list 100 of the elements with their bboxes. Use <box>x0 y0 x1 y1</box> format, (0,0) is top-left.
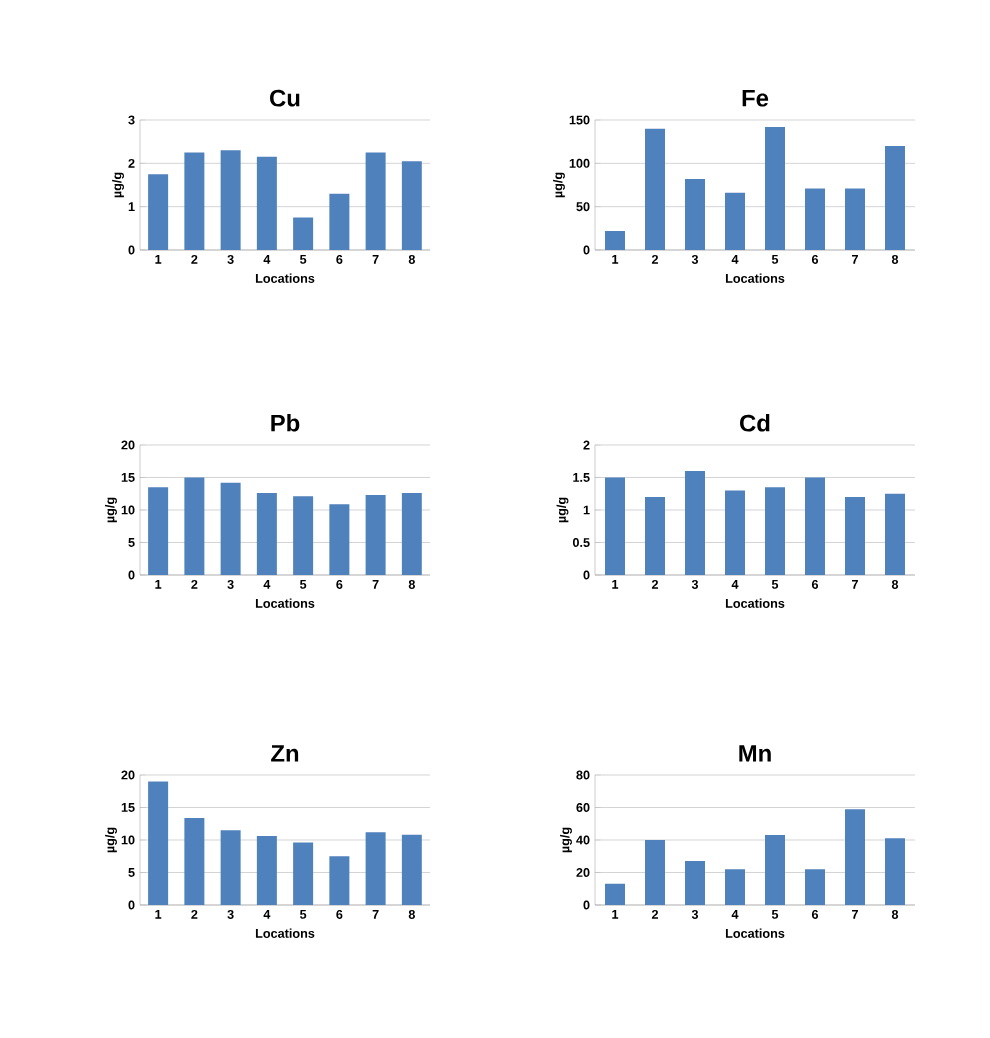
y-tick-label: 20 <box>576 868 590 877</box>
x-tick-label: 4 <box>263 579 271 589</box>
y-tick-label: 20 <box>121 770 135 780</box>
bar <box>220 482 241 575</box>
x-tick-label: 6 <box>336 254 343 264</box>
x-tick-label: 7 <box>852 579 858 589</box>
bar <box>220 150 241 250</box>
x-tick-label: 4 <box>263 254 271 264</box>
x-axis-title: Locations <box>725 928 785 938</box>
bar <box>365 152 386 250</box>
bar <box>184 477 205 575</box>
x-axis-title: Locations <box>725 598 785 608</box>
y-axis-title: µg/g <box>553 172 565 198</box>
bar <box>725 869 745 905</box>
x-axis-title: Locations <box>255 598 315 608</box>
x-tick-label: 2 <box>191 254 198 264</box>
x-tick-label: 3 <box>691 909 699 919</box>
y-tick-label: 50 <box>576 202 590 212</box>
x-tick-label: 2 <box>191 909 198 919</box>
chart-title: Fe <box>742 89 769 107</box>
x-tick-label: 5 <box>300 254 307 264</box>
x-tick-label: 3 <box>227 579 234 589</box>
x-tick-label: 5 <box>771 579 779 589</box>
bar <box>605 883 625 905</box>
y-tick-label: 40 <box>576 835 590 845</box>
bar <box>401 161 422 250</box>
y-tick-label: 5 <box>128 868 135 877</box>
bar <box>365 495 386 575</box>
chart-title: Cu <box>270 89 300 107</box>
y-tick-label: 80 <box>576 770 590 780</box>
y-tick-label: 2 <box>583 440 590 450</box>
bar <box>844 496 865 575</box>
y-tick-label: 0 <box>128 570 135 580</box>
y-tick-label: 1 <box>583 505 590 515</box>
bar <box>765 126 785 250</box>
bar <box>293 217 314 250</box>
chart-title: Zn <box>271 745 299 762</box>
x-tick-label: 7 <box>372 909 379 919</box>
bar <box>645 496 665 575</box>
bar <box>256 836 277 905</box>
bar <box>329 504 350 575</box>
bar <box>804 477 825 575</box>
x-axis-title: Locations <box>255 928 315 938</box>
x-tick-label: 1 <box>612 254 619 264</box>
y-tick-label: 0 <box>128 245 135 255</box>
x-tick-label: 1 <box>155 254 162 264</box>
bar <box>605 230 625 250</box>
bar <box>184 817 205 905</box>
chart-title: Cd <box>740 414 770 432</box>
x-tick-label: 8 <box>408 909 416 919</box>
bar <box>401 834 422 905</box>
y-tick-label: 10 <box>121 835 135 845</box>
x-tick-label: 1 <box>612 579 619 589</box>
bar <box>293 842 314 905</box>
bar <box>256 493 277 575</box>
bar <box>884 493 905 575</box>
x-tick-label: 8 <box>891 579 899 589</box>
x-tick-label: 6 <box>811 579 819 589</box>
x-tick-label: 7 <box>372 254 379 264</box>
x-tick-label: 5 <box>771 909 779 919</box>
bar <box>148 781 169 905</box>
y-tick-label: 0 <box>583 900 590 910</box>
x-tick-label: 6 <box>811 909 819 919</box>
y-axis-title: µg/g <box>560 827 572 853</box>
x-tick-label: 1 <box>612 909 619 919</box>
x-tick-label: 6 <box>336 909 343 919</box>
x-tick-label: 2 <box>651 909 659 919</box>
x-tick-label: 4 <box>731 579 739 589</box>
y-tick-label: 100 <box>569 158 590 168</box>
bar <box>645 128 665 250</box>
y-tick-label: 2 <box>128 158 135 168</box>
bar <box>184 152 205 250</box>
bar <box>293 496 314 575</box>
y-axis-title: µg/g <box>112 172 124 198</box>
y-tick-label: 10 <box>121 505 135 515</box>
bar <box>148 174 169 250</box>
y-tick-label: 1 <box>128 202 135 212</box>
x-tick-label: 1 <box>155 909 162 919</box>
y-tick-label: 0 <box>128 900 135 910</box>
bar <box>645 840 665 905</box>
bar <box>804 188 825 250</box>
x-tick-label: 5 <box>300 579 307 589</box>
x-tick-label: 8 <box>891 909 899 919</box>
y-tick-label: 3 <box>128 115 135 125</box>
bar <box>884 838 905 905</box>
x-tick-label: 3 <box>227 909 234 919</box>
x-tick-label: 8 <box>408 579 416 589</box>
chart-title: Mn <box>739 745 771 762</box>
bar <box>256 156 277 250</box>
bar <box>148 487 169 575</box>
x-tick-label: 4 <box>731 909 739 919</box>
y-tick-label: 150 <box>569 115 590 125</box>
x-tick-label: 3 <box>227 254 234 264</box>
bar <box>725 490 745 575</box>
x-tick-label: 1 <box>155 579 162 589</box>
x-tick-label: 6 <box>336 579 343 589</box>
bar <box>220 830 241 905</box>
y-tick-label: 20 <box>121 440 135 450</box>
y-tick-label: 15 <box>121 473 135 482</box>
bar <box>329 193 350 250</box>
